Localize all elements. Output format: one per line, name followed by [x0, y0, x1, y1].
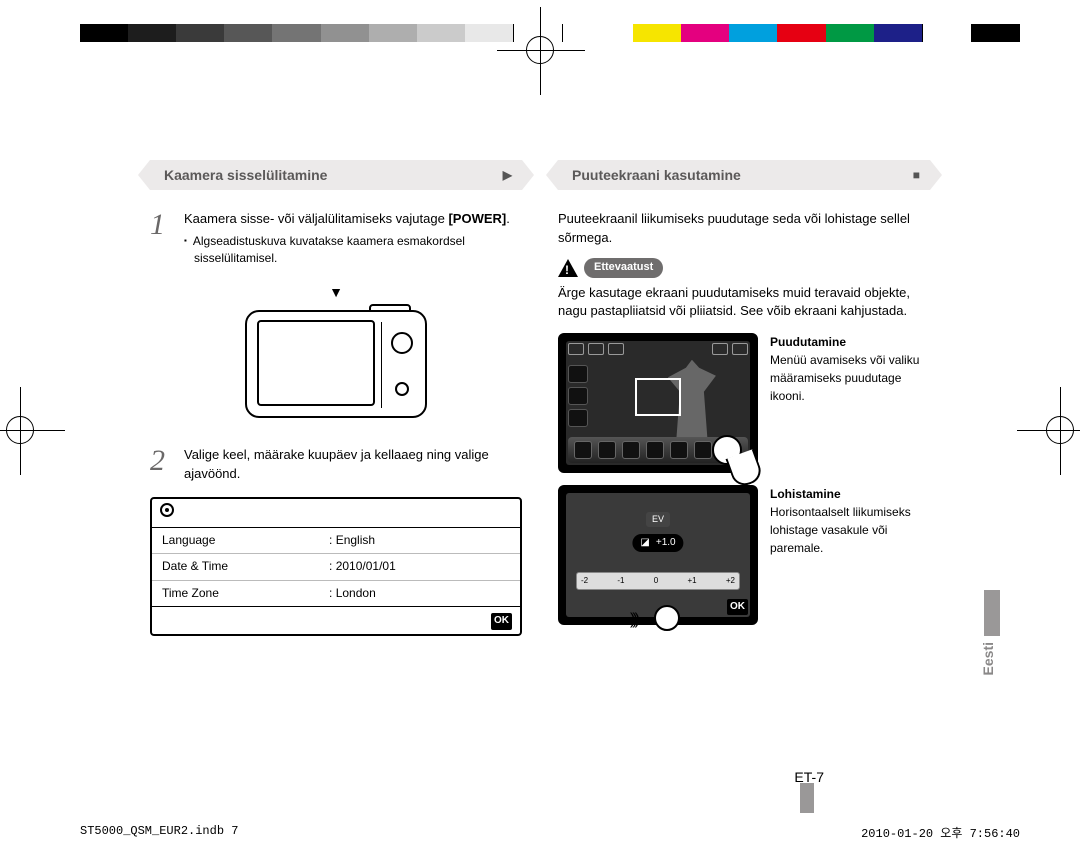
warning-icon	[558, 259, 578, 277]
registration-mark-icon	[6, 416, 34, 444]
step-number: 1	[150, 210, 172, 268]
ev-value: +1.0	[656, 536, 676, 551]
section-heading-right: Puuteekraani kasutamine ■	[558, 160, 930, 190]
footer-timestamp: 2010-01-20 오후 7:56:40	[861, 824, 1020, 841]
caution-label: Ettevaatust	[584, 258, 663, 278]
touch-desc: Menüü avamiseks või valiku määramiseks p…	[770, 351, 930, 405]
hand-tap-icon	[702, 425, 762, 485]
drag-title: Lohistamine	[770, 485, 930, 503]
heading-text: Puuteekraani kasutamine	[572, 167, 741, 183]
print-footer: ST5000_QSM_EUR2.indb 7 2010-01-20 오후 7:5…	[80, 824, 1020, 841]
gear-icon	[160, 503, 174, 517]
ev-scale[interactable]: -2 -1 0 +1 +2	[576, 572, 740, 590]
camera-illustration	[241, 302, 431, 422]
stop-icon: ■	[913, 168, 920, 182]
touchscreen-demo-tap: MENU	[558, 333, 758, 473]
registration-mark-icon	[526, 36, 554, 64]
touchscreen-demo-drag: EV ◪+1.0 -2 -1 0 +1 +2 OK )))	[558, 485, 758, 625]
settings-row: Date & Time: 2010/01/01	[152, 553, 520, 579]
left-column: Kaamera sisselülitamine ▶ 1 Kaamera siss…	[150, 160, 522, 636]
hand-drag-icon	[646, 597, 696, 647]
right-column: Puuteekraani kasutamine ■ Puuteekraanil …	[558, 160, 930, 636]
registration-mark-icon	[1046, 416, 1074, 444]
touch-title: Puudutamine	[770, 333, 930, 351]
nav-left-icon[interactable]	[574, 441, 592, 459]
page-mark	[800, 783, 814, 813]
settings-row: Language: English	[152, 528, 520, 553]
ok-button[interactable]: OK	[491, 613, 512, 630]
heading-text: Kaamera sisselülitamine	[164, 167, 327, 183]
manual-page: Kaamera sisselülitamine ▶ 1 Kaamera siss…	[70, 90, 1010, 791]
continue-icon: ▶	[503, 168, 512, 182]
footer-file: ST5000_QSM_EUR2.indb 7	[80, 824, 238, 841]
intro-text: Puuteekraanil liikumiseks puudutage seda…	[558, 210, 930, 248]
step2-text: Valige keel, määrake kuupäev ja kellaaeg…	[184, 446, 522, 484]
step1-text: Kaamera sisse- või väljalülitamiseks vaj…	[184, 211, 448, 226]
drag-desc: Horisontaalselt liikumiseks lohistage va…	[770, 503, 930, 557]
settings-screen: Language: English Date & Time: 2010/01/0…	[150, 497, 522, 635]
step1-sub: Algseadistuskuva kuvatakse kaamera esmak…	[184, 233, 522, 268]
power-label: [POWER]	[448, 211, 506, 226]
caution-text: Ärge kasutage ekraani puudutamiseks muid…	[558, 284, 930, 322]
section-heading-left: Kaamera sisselülitamine ▶	[150, 160, 522, 190]
ev-label: EV	[646, 512, 670, 527]
language-tab: Eesti	[980, 590, 1004, 700]
step-number: 2	[150, 446, 172, 484]
language-label: Eesti	[980, 642, 996, 675]
settings-row: Time Zone: London	[152, 580, 520, 606]
swipe-waves-icon: )))	[630, 608, 637, 631]
down-arrow-icon: ▼	[150, 282, 522, 302]
exposure-icon: ◪	[640, 536, 649, 551]
ok-button[interactable]: OK	[727, 599, 748, 616]
